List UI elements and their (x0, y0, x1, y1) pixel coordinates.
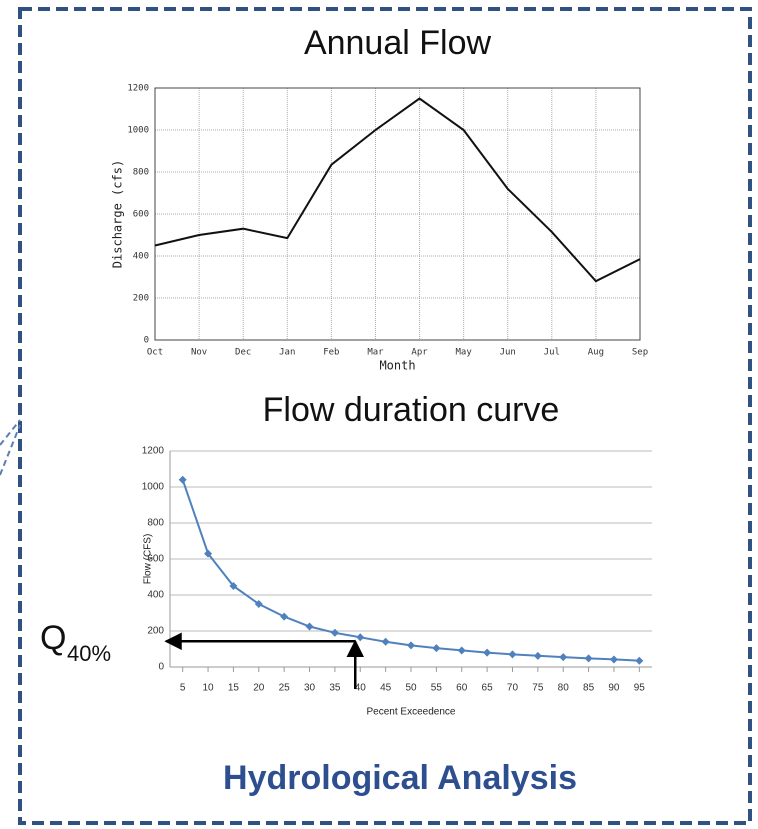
y-tick-label: 800 (147, 518, 164, 529)
x-tick-label: 15 (228, 683, 240, 694)
data-marker (635, 656, 644, 665)
x-tick-label: 70 (507, 683, 519, 694)
y-tick-label: 600 (147, 554, 164, 565)
chart-title: Annual Flow (304, 24, 492, 62)
x-tick-label: 95 (634, 683, 646, 694)
data-marker (330, 628, 339, 637)
chart-title: Flow duration curve (263, 391, 560, 429)
data-marker (204, 549, 213, 558)
y-tick-label: 400 (133, 252, 149, 262)
x-tick-label: Apr (411, 348, 428, 358)
data-marker (559, 653, 568, 662)
data-line (181, 479, 640, 662)
data-line (154, 97, 641, 283)
data-marker (381, 637, 390, 646)
x-tick-label: 50 (405, 683, 417, 694)
y-tick-label: 1000 (127, 126, 149, 136)
x-tick-label: 35 (329, 683, 341, 694)
y-tick-label: 0 (144, 336, 149, 346)
x-tick-label: 65 (482, 683, 494, 694)
data-marker (254, 600, 263, 608)
x-tick-label: 80 (558, 683, 570, 694)
x-tick-label: Dec (235, 348, 251, 358)
data-marker (432, 644, 441, 653)
x-tick-label: 60 (456, 683, 468, 694)
y-tick-label: 0 (158, 662, 164, 673)
x-tick-label: 90 (608, 683, 620, 694)
data-marker (609, 655, 618, 664)
x-tick-label: 75 (532, 683, 544, 694)
data-marker (483, 648, 492, 657)
y-tick-label: 1200 (142, 446, 165, 457)
x-tick-label: Oct (147, 348, 163, 358)
y-axis-label: Discharge (cfs) (111, 160, 125, 268)
dashed-frame (18, 7, 752, 825)
y-tick-label: 600 (133, 210, 149, 220)
callout-line (0, 424, 21, 476)
x-tick-label: Nov (191, 348, 207, 358)
x-tick-label: Feb (323, 348, 339, 358)
x-axis-label: Month (379, 359, 415, 373)
y-tick-label: 400 (147, 590, 164, 601)
x-tick-label: 85 (583, 683, 595, 694)
data-marker (533, 651, 542, 660)
x-tick-label: Mar (367, 348, 384, 358)
x-tick-label: 30 (304, 683, 316, 694)
y-axis-label: Flow (CFS) (143, 534, 154, 585)
data-marker (407, 641, 415, 650)
x-tick-label: 25 (279, 683, 291, 694)
x-tick-label: 40 (355, 683, 367, 694)
x-tick-label: Jun (500, 348, 516, 358)
data-marker (584, 654, 593, 663)
x-tick-label: 10 (202, 683, 214, 694)
x-tick-label: 5 (180, 683, 186, 694)
data-marker (356, 633, 365, 642)
callout-line (0, 419, 21, 446)
x-tick-label: 45 (380, 683, 392, 694)
y-tick-label: 200 (147, 626, 164, 637)
data-marker (457, 646, 466, 655)
footer-title: Hydrological Analysis (223, 759, 577, 797)
x-tick-label: Jan (279, 348, 295, 358)
y-tick-label: 200 (133, 294, 149, 304)
annotation-sub: 40% (67, 641, 111, 666)
annotation-base: Q (40, 619, 66, 657)
x-tick-label: Sep (632, 348, 648, 358)
x-tick-label: 55 (431, 683, 443, 694)
data-marker (508, 650, 517, 659)
data-marker (178, 475, 187, 484)
data-marker (280, 612, 289, 621)
plot-frame (154, 87, 641, 341)
y-tick-label: 800 (133, 168, 149, 178)
y-tick-label: 1000 (142, 482, 165, 493)
data-marker (229, 582, 238, 590)
data-marker (305, 622, 314, 631)
x-tick-label: Jul (544, 348, 560, 358)
x-axis-label: Pecent Exceedence (367, 707, 456, 718)
x-tick-label: 20 (253, 683, 265, 694)
x-tick-label: May (456, 348, 473, 358)
x-tick-label: Aug (588, 348, 604, 358)
y-tick-label: 1200 (127, 84, 149, 94)
